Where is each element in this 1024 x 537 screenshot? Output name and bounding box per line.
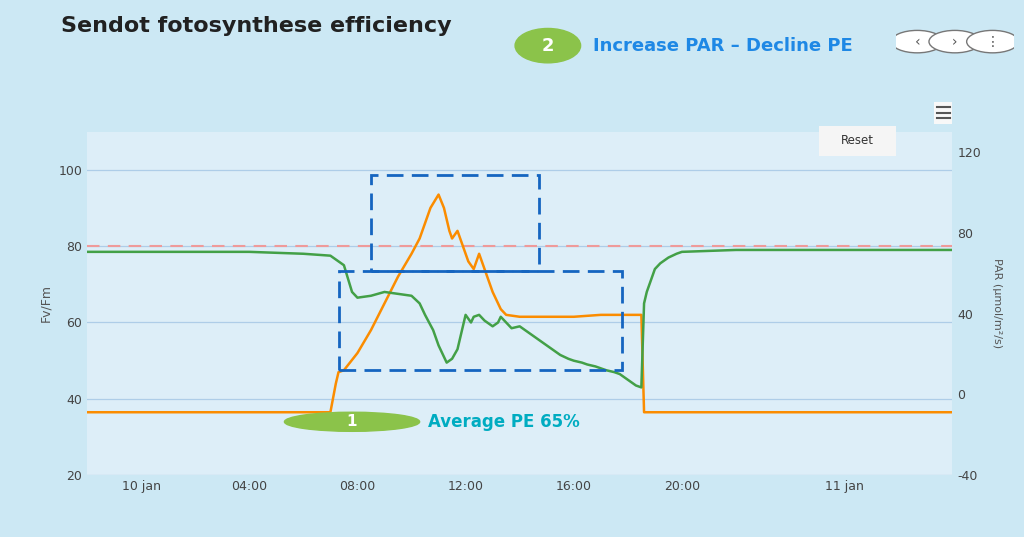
Text: 1: 1 xyxy=(347,414,357,429)
Circle shape xyxy=(515,28,581,63)
Text: Reset: Reset xyxy=(841,134,874,148)
Bar xyxy=(339,271,623,370)
Circle shape xyxy=(285,412,420,431)
Text: Sendot fotosynthese efficiency: Sendot fotosynthese efficiency xyxy=(61,16,452,36)
Legend: Fotosynthese efficiency, PAR sendot →, Nachtwaarde: Fotosynthese efficiency, PAR sendot →, N… xyxy=(275,535,764,537)
Text: ‹: ‹ xyxy=(914,34,920,49)
Circle shape xyxy=(929,31,981,53)
FancyBboxPatch shape xyxy=(813,124,902,158)
Circle shape xyxy=(891,31,943,53)
Text: 2: 2 xyxy=(542,37,554,55)
Text: ›: › xyxy=(952,34,957,49)
Bar xyxy=(371,176,539,271)
Text: Average PE 65%: Average PE 65% xyxy=(428,413,580,431)
Y-axis label: PAR (μmol/m²/s): PAR (μmol/m²/s) xyxy=(992,258,1001,349)
Text: Increase PAR – Decline PE: Increase PAR – Decline PE xyxy=(593,37,853,55)
FancyBboxPatch shape xyxy=(933,101,953,125)
Y-axis label: Fv/Fm: Fv/Fm xyxy=(40,285,53,322)
Text: ⋮: ⋮ xyxy=(986,34,999,49)
Circle shape xyxy=(967,31,1019,53)
